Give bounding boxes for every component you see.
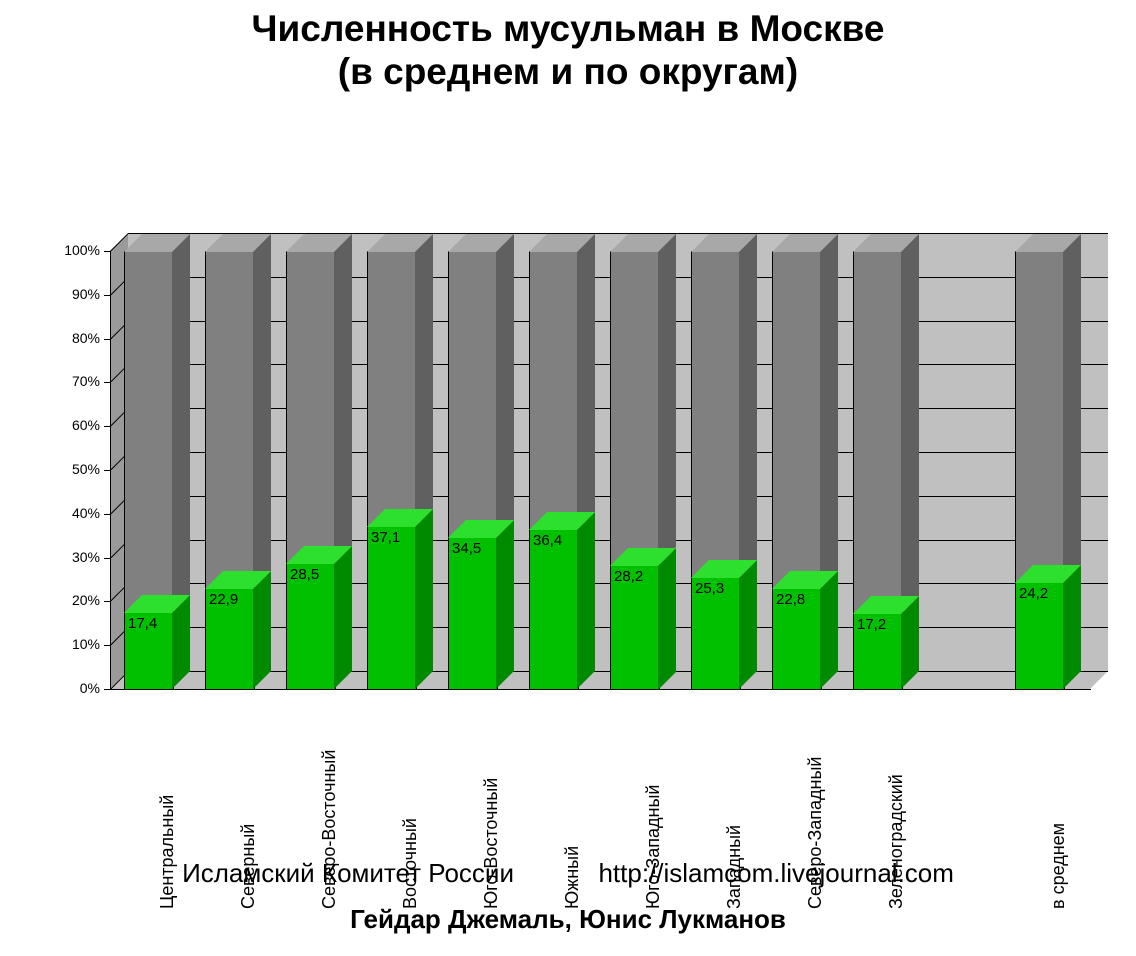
bar-gray-side: [334, 233, 352, 564]
y-tick-label: 90%: [52, 286, 100, 302]
bar-gray-side: [496, 233, 514, 538]
title-line-2: (в среднем и по округам): [0, 51, 1136, 94]
y-tick-label: 100%: [52, 242, 100, 258]
bar-gray-front: [286, 251, 336, 564]
y-tick-label: 0%: [52, 680, 100, 696]
bar-gray-front: [448, 251, 498, 538]
bar-gray-front: [205, 251, 255, 589]
bar-value-label: 37,1: [371, 529, 400, 546]
title-block: Численность мусульман в Москве (в средне…: [0, 0, 1136, 93]
bar-gray-front: [691, 251, 741, 578]
bar-value-label: 25,3: [695, 580, 724, 597]
y-tick-label: 80%: [52, 330, 100, 346]
x-category-label: Центральный: [157, 795, 178, 909]
bar-value-label: 22,8: [776, 591, 805, 608]
bar-gray-front: [529, 251, 579, 530]
footer-source-right: http://islamcom.livejournal.com: [598, 858, 953, 888]
bar-gray-side: [739, 233, 757, 578]
bar-gray-side: [172, 233, 190, 613]
bar-value-label: 36,4: [533, 532, 562, 549]
y-tick-label: 40%: [52, 505, 100, 521]
bar-green-side: [577, 512, 595, 689]
bar-value-label: 17,4: [128, 615, 157, 632]
bar-value-label: 22,9: [209, 591, 238, 608]
bar-green-side: [658, 548, 676, 690]
bar-gray-side: [658, 233, 676, 565]
bar-value-label: 34,5: [452, 540, 481, 557]
bar-gray-front: [124, 251, 174, 613]
y-tick-label: 50%: [52, 461, 100, 477]
footer-authors: Гейдар Джемаль, Юнис Лукманов: [350, 904, 786, 934]
bar-green-front: [529, 530, 579, 690]
bar-gray-front: [1015, 251, 1065, 583]
bar-green-front: [448, 538, 498, 690]
bar-value-label: 28,5: [290, 566, 319, 583]
bar-green-side: [496, 520, 514, 689]
bar-gray-front: [367, 251, 417, 527]
bar-value-label: 28,2: [614, 568, 643, 585]
bar-green-side: [253, 571, 271, 689]
y-tick-label: 20%: [52, 592, 100, 608]
bar-green-side: [739, 560, 757, 689]
bar-value-label: 24,2: [1019, 585, 1048, 602]
bar-green-side: [334, 546, 352, 689]
title-line-1: Численность мусульман в Москве: [0, 8, 1136, 51]
bar-gray-side: [577, 233, 595, 530]
bar-green-front: [367, 527, 417, 690]
bar-green-side: [820, 571, 838, 689]
y-tick-label: 70%: [52, 373, 100, 389]
bar-gray-front: [772, 251, 822, 589]
y-tick-label: 10%: [52, 636, 100, 652]
footer-source-left: Исламский Комитет России: [182, 858, 514, 888]
y-tick-label: 60%: [52, 417, 100, 433]
bar-gray-side: [901, 233, 919, 614]
bar-gray-side: [415, 233, 433, 527]
y-tick-label: 30%: [52, 549, 100, 565]
footer-row-2: Гейдар Джемаль, Юнис Лукманов: [0, 904, 1136, 935]
footer-row-1: Исламский Комитет России http://islamcom…: [0, 858, 1136, 889]
bar-gray-side: [1063, 233, 1081, 583]
bar-green-side: [415, 509, 433, 689]
bar-gray-side: [253, 233, 271, 589]
bar-gray-side: [820, 233, 838, 589]
bar-green-side: [1063, 565, 1081, 689]
bar-value-label: 17,2: [857, 616, 886, 633]
x-category-label: Юго-Западный: [643, 785, 664, 909]
bar-gray-front: [610, 251, 660, 565]
x-category-label: Юго-Восточный: [481, 778, 502, 909]
bar-gray-front: [853, 251, 903, 614]
